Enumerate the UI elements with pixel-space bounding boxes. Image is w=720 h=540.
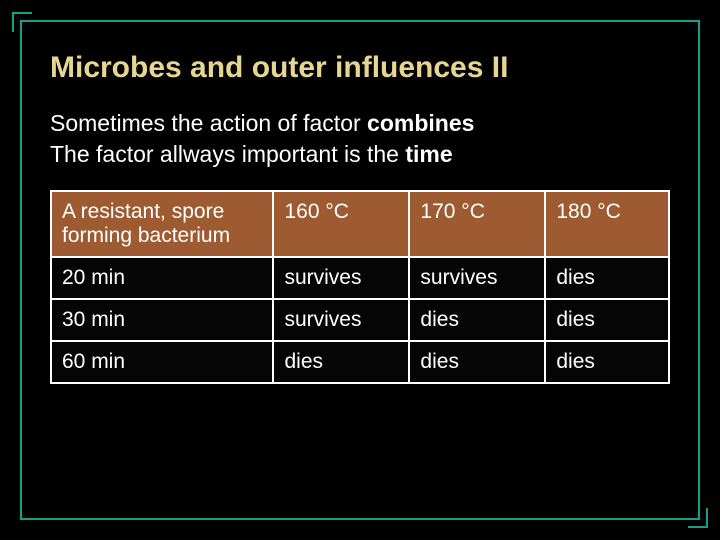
table-cell: 20 min	[51, 257, 273, 299]
slide-content: Microbes and outer influences II Sometim…	[50, 50, 670, 490]
body-line2-bold: time	[405, 141, 452, 167]
table-row: 30 min survives dies dies	[51, 299, 669, 341]
frame-corner-br	[688, 508, 708, 528]
table-header-cell: A resistant, spore forming bacterium	[51, 191, 273, 257]
table-cell: dies	[545, 257, 669, 299]
data-table: A resistant, spore forming bacterium 160…	[50, 190, 670, 384]
table-header-cell: 160 °C	[273, 191, 409, 257]
table-header-row: A resistant, spore forming bacterium 160…	[51, 191, 669, 257]
frame-corner-tl	[12, 12, 32, 32]
table-header-cell: 170 °C	[409, 191, 545, 257]
table-cell: 30 min	[51, 299, 273, 341]
table-row: 60 min dies dies dies	[51, 341, 669, 383]
table-row: 20 min survives survives dies	[51, 257, 669, 299]
table-cell: dies	[545, 299, 669, 341]
table-cell: dies	[545, 341, 669, 383]
table-cell: 60 min	[51, 341, 273, 383]
table-cell: dies	[273, 341, 409, 383]
slide: Microbes and outer influences II Sometim…	[0, 0, 720, 540]
table-cell: dies	[409, 341, 545, 383]
slide-body: Sometimes the action of factor combines …	[50, 108, 670, 170]
table-cell: dies	[409, 299, 545, 341]
table-cell: survives	[273, 299, 409, 341]
table-cell: survives	[273, 257, 409, 299]
table-cell: survives	[409, 257, 545, 299]
slide-title: Microbes and outer influences II	[50, 50, 670, 86]
body-line1-bold: combines	[367, 110, 474, 136]
table-header-cell: 180 °C	[545, 191, 669, 257]
body-line1-prefix: Sometimes the action of factor	[50, 110, 367, 136]
body-line2-prefix: The factor allways important is the	[50, 141, 405, 167]
